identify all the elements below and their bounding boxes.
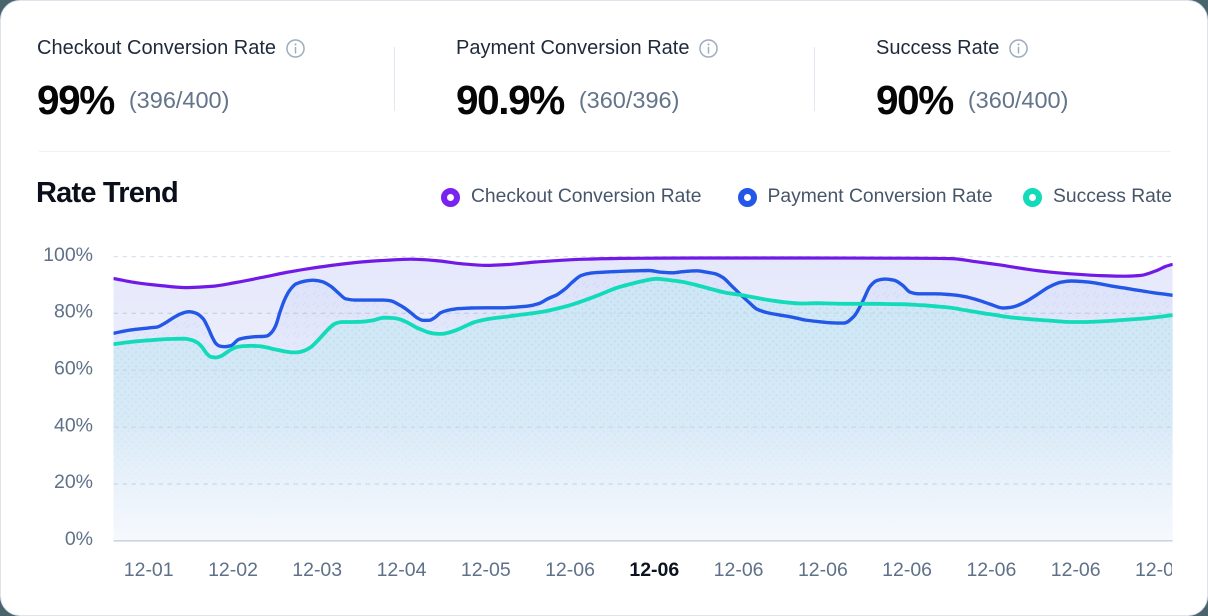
- svg-text:20%: 20%: [54, 471, 93, 493]
- svg-text:12-05: 12-05: [461, 559, 511, 581]
- svg-text:12-06: 12-06: [714, 559, 764, 581]
- svg-text:12-06: 12-06: [545, 559, 595, 581]
- svg-text:12-04: 12-04: [377, 559, 427, 581]
- svg-text:12-06: 12-06: [1135, 559, 1185, 581]
- svg-text:12-02: 12-02: [208, 559, 258, 581]
- svg-text:12-01: 12-01: [124, 559, 174, 581]
- svg-text:12-06: 12-06: [798, 559, 848, 581]
- svg-text:80%: 80%: [54, 301, 93, 323]
- svg-text:12-03: 12-03: [292, 559, 342, 581]
- svg-text:12-06: 12-06: [882, 559, 932, 581]
- svg-text:12-06: 12-06: [629, 559, 679, 581]
- svg-text:12-06: 12-06: [966, 559, 1016, 581]
- svg-text:100%: 100%: [43, 244, 93, 266]
- svg-text:12-06: 12-06: [1051, 559, 1101, 581]
- svg-text:60%: 60%: [54, 358, 93, 380]
- svg-text:0%: 0%: [65, 528, 93, 550]
- svg-text:40%: 40%: [54, 414, 93, 436]
